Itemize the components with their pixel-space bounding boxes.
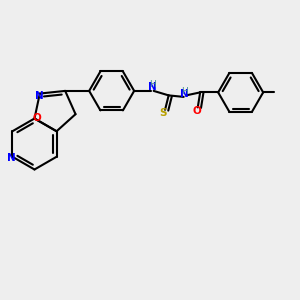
- Text: S: S: [160, 108, 167, 118]
- Text: H: H: [149, 80, 155, 89]
- Text: N: N: [180, 89, 189, 99]
- Text: O: O: [193, 106, 202, 116]
- Text: H: H: [181, 87, 188, 96]
- Text: N: N: [148, 82, 157, 92]
- Text: O: O: [32, 112, 41, 123]
- Text: N: N: [7, 153, 15, 163]
- Text: N: N: [35, 91, 44, 101]
